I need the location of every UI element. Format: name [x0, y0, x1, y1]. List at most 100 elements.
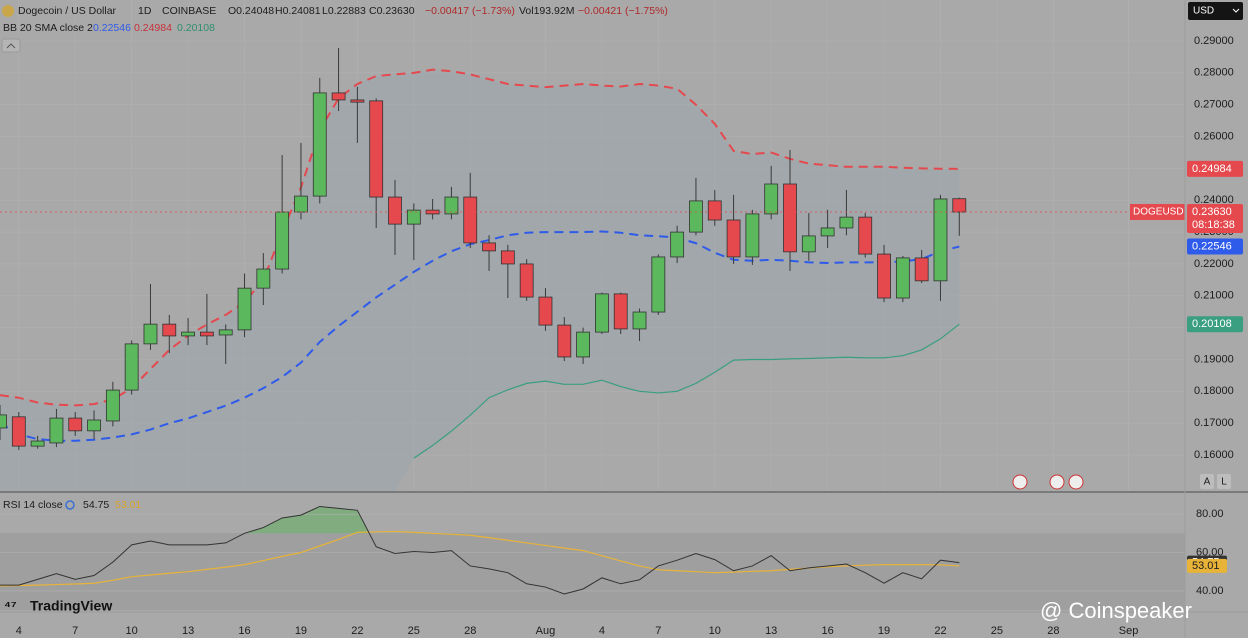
currency-button[interactable] — [1188, 2, 1243, 20]
y-tick-label: 0.26000 — [1194, 130, 1234, 142]
rsi-pane — [0, 505, 1185, 611]
ohlc-close: C0.23630 — [369, 5, 415, 17]
candle-body — [312, 92, 327, 197]
candle-body — [218, 329, 233, 336]
collapse-button[interactable] — [1, 38, 21, 53]
candle-body — [801, 235, 816, 253]
candle-body — [482, 242, 496, 252]
x-tick-label: 4 — [599, 625, 605, 637]
x-tick-label: 4 — [16, 625, 22, 637]
ohlc-high: H0.24081 — [275, 5, 321, 17]
bb-lower — [413, 323, 960, 459]
candle-body — [388, 196, 402, 225]
x-tick-label: Sep — [1119, 625, 1139, 637]
candle-body — [613, 293, 628, 330]
candle-body — [350, 99, 365, 103]
bb-lower-tag-label: 0.20108 — [1192, 318, 1232, 330]
candle-body — [331, 92, 346, 101]
bb-lower-tag — [1187, 316, 1243, 333]
rsi-line — [0, 505, 960, 595]
candle-body — [632, 311, 647, 330]
y-tick-label: 0.22000 — [1194, 258, 1234, 270]
candle-body — [237, 287, 252, 331]
candle-body — [124, 343, 139, 391]
tv-logo[interactable]: TradingView — [30, 598, 112, 614]
auto-scale-button[interactable] — [1200, 474, 1214, 489]
y-tick-label: 0.21000 — [1194, 290, 1234, 302]
candle-body — [764, 183, 779, 215]
log-scale-button[interactable] — [1217, 474, 1231, 489]
candle-body — [256, 268, 271, 289]
bb-middle-tag — [1187, 238, 1243, 255]
y-tick-label: 0.17000 — [1194, 417, 1234, 429]
rsi-tick-label: 80.00 — [1196, 508, 1224, 520]
x-tick-label: 28 — [464, 625, 476, 637]
candle-body — [820, 227, 835, 237]
x-tick-label: 22 — [934, 625, 946, 637]
band-fill — [0, 69, 960, 491]
x-tick-label: 10 — [126, 625, 138, 637]
candle-body — [651, 256, 666, 313]
rsi-settings-icon[interactable] — [65, 500, 75, 510]
rsi-legend[interactable]: RSI 14 close — [3, 499, 63, 511]
x-tick-label: 25 — [991, 625, 1003, 637]
bb-upper-tag-label: 0.24984 — [1192, 163, 1232, 175]
ohlc-low: L0.22883 — [322, 5, 366, 17]
collapse-icon — [6, 43, 16, 49]
candle-body — [0, 414, 7, 429]
x-tick-label: 13 — [182, 625, 194, 637]
symbol-tag — [1130, 204, 1185, 221]
bb-middle-value: 0.22546 — [93, 22, 131, 34]
candle-body — [538, 296, 553, 326]
candle-body — [87, 419, 101, 432]
candle-body — [162, 323, 177, 337]
candle-body — [914, 257, 929, 282]
event-icon[interactable] — [1012, 474, 1028, 490]
candle-body — [839, 216, 854, 229]
event-icon[interactable] — [1049, 474, 1065, 490]
y-tick-label: 0.28000 — [1194, 67, 1234, 79]
bb-upper — [0, 68, 960, 407]
symbol-tag-label: DOGEUSD — [1133, 207, 1184, 218]
x-tick-label: 16 — [238, 625, 250, 637]
volume: Vol193.92M — [519, 5, 574, 17]
y-tick-label: 0.27000 — [1194, 99, 1234, 111]
y-tick-label: 0.16000 — [1194, 449, 1234, 461]
y-tick-label: 0.24000 — [1194, 194, 1234, 206]
candle-body — [369, 100, 384, 198]
candle-body — [105, 389, 120, 422]
bb-upper-value: 0.24984 — [134, 22, 172, 34]
candle-body — [858, 216, 873, 255]
candle-body — [670, 231, 685, 258]
symbol-title[interactable]: Dogecoin / US Dollar — [18, 5, 117, 17]
currency-chevron — [1232, 8, 1240, 13]
x-tick-label: 7 — [72, 625, 78, 637]
rsi-tick-label: 60.00 — [1196, 546, 1224, 558]
candle-body — [877, 253, 891, 299]
rsi-tag — [1187, 558, 1227, 573]
main-pane — [0, 47, 1185, 491]
rsi-tag-label: 53.01 — [1192, 560, 1220, 572]
y-tick-label: 0.19000 — [1194, 353, 1234, 365]
bb-middle-tag-label: 0.22546 — [1192, 240, 1232, 252]
candle-body — [726, 219, 741, 258]
price-tag — [1187, 204, 1243, 234]
currency-label: USD — [1193, 6, 1214, 17]
axes: 0.160000.170000.180000.190000.200000.210… — [16, 35, 1243, 637]
bb-legend[interactable]: BB 20 SMA close 2 — [3, 22, 93, 34]
event-icon[interactable] — [1068, 474, 1084, 490]
ohlc-open: O0.24048 — [228, 5, 274, 17]
candle-body — [294, 195, 308, 213]
ohlc-change: −0.00417 (−1.73%) — [425, 5, 515, 17]
candle-body — [576, 331, 590, 358]
interval[interactable]: 1D — [138, 5, 152, 17]
candle-body — [181, 331, 195, 337]
x-tick-label: 13 — [765, 625, 777, 637]
y-tick-label: 0.18000 — [1194, 385, 1234, 397]
auto-scale-label: A — [1204, 477, 1211, 488]
candle-body — [444, 196, 459, 215]
price-tag-label: 0.23630 — [1192, 206, 1232, 218]
rsi-ma-line — [0, 530, 960, 587]
x-tick-label: 19 — [878, 625, 890, 637]
coin-icon — [2, 5, 14, 17]
